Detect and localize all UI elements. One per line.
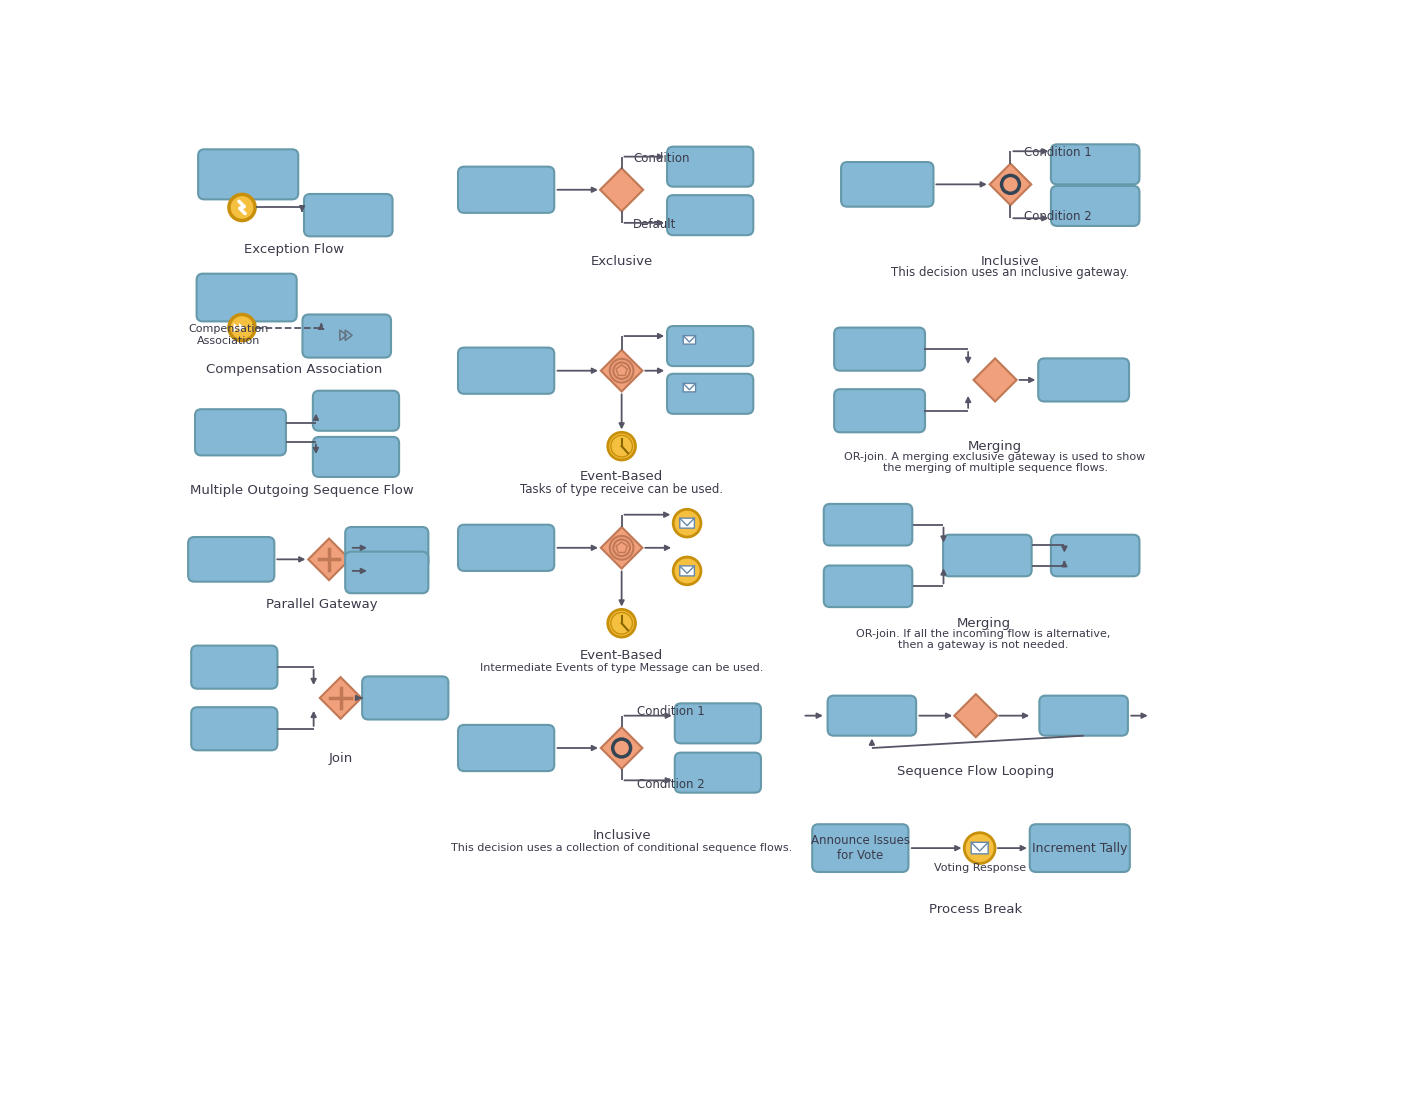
Text: Voting Response: Voting Response (933, 864, 1026, 873)
Text: Tasks of type receive can be used.: Tasks of type receive can be used. (521, 483, 723, 496)
Circle shape (673, 557, 702, 585)
FancyBboxPatch shape (675, 752, 760, 793)
FancyBboxPatch shape (840, 162, 933, 207)
Text: Event-Based: Event-Based (579, 471, 664, 484)
Text: Inclusive: Inclusive (592, 829, 651, 843)
Text: Compensation
Association: Compensation Association (189, 324, 269, 346)
FancyBboxPatch shape (198, 150, 299, 199)
Text: Default: Default (633, 218, 676, 231)
FancyBboxPatch shape (824, 565, 912, 607)
FancyBboxPatch shape (971, 843, 988, 854)
FancyBboxPatch shape (812, 824, 909, 872)
FancyBboxPatch shape (666, 146, 753, 187)
Text: Condition 2: Condition 2 (637, 779, 704, 792)
Text: Inclusive: Inclusive (981, 255, 1040, 268)
Text: Condition 1: Condition 1 (1024, 145, 1092, 158)
Polygon shape (239, 323, 244, 332)
Text: Merging: Merging (957, 617, 1010, 630)
Polygon shape (320, 678, 362, 718)
FancyBboxPatch shape (345, 552, 428, 593)
FancyBboxPatch shape (1051, 535, 1139, 576)
Text: Parallel Gateway: Parallel Gateway (265, 598, 377, 612)
Text: Increment Tally: Increment Tally (1033, 842, 1128, 855)
FancyBboxPatch shape (188, 537, 275, 582)
Polygon shape (954, 694, 998, 737)
Text: Process Break: Process Break (929, 903, 1023, 916)
Text: then a gateway is not needed.: then a gateway is not needed. (898, 640, 1069, 650)
FancyBboxPatch shape (683, 384, 696, 392)
Text: Sequence Flow Looping: Sequence Flow Looping (897, 764, 1055, 778)
Circle shape (607, 609, 636, 637)
FancyBboxPatch shape (1051, 186, 1139, 225)
FancyBboxPatch shape (191, 646, 278, 689)
FancyBboxPatch shape (313, 390, 398, 431)
Text: Condition 2: Condition 2 (1024, 210, 1092, 223)
FancyBboxPatch shape (457, 725, 554, 771)
Circle shape (229, 195, 255, 220)
Text: the merging of multiple sequence flows.: the merging of multiple sequence flows. (882, 463, 1107, 473)
Polygon shape (600, 168, 643, 211)
FancyBboxPatch shape (1040, 695, 1128, 736)
FancyBboxPatch shape (362, 676, 449, 719)
Polygon shape (600, 527, 643, 569)
FancyBboxPatch shape (1038, 359, 1129, 402)
Polygon shape (600, 727, 643, 769)
Polygon shape (600, 350, 643, 392)
Text: This decision uses an inclusive gateway.: This decision uses an inclusive gateway. (891, 266, 1129, 279)
FancyBboxPatch shape (683, 336, 696, 344)
FancyBboxPatch shape (195, 409, 286, 455)
FancyBboxPatch shape (824, 504, 912, 546)
FancyBboxPatch shape (680, 565, 694, 576)
Circle shape (964, 833, 995, 864)
Polygon shape (309, 539, 349, 580)
FancyBboxPatch shape (828, 695, 916, 736)
FancyBboxPatch shape (680, 518, 694, 528)
Text: Compensation Association: Compensation Association (206, 363, 383, 376)
Text: Multiple Outgoing Sequence Flow: Multiple Outgoing Sequence Flow (191, 484, 414, 496)
Circle shape (673, 509, 702, 537)
FancyBboxPatch shape (675, 703, 760, 744)
Text: Merging: Merging (968, 440, 1023, 453)
FancyBboxPatch shape (345, 527, 428, 569)
Text: This decision uses a collection of conditional sequence flows.: This decision uses a collection of condi… (450, 843, 793, 854)
Polygon shape (974, 359, 1017, 402)
FancyBboxPatch shape (1051, 144, 1139, 185)
Text: Condition: Condition (633, 153, 690, 165)
FancyBboxPatch shape (457, 525, 554, 571)
Text: Exception Flow: Exception Flow (244, 242, 345, 255)
Circle shape (607, 432, 636, 460)
Text: Intermediate Events of type Message can be used.: Intermediate Events of type Message can … (480, 663, 763, 673)
Polygon shape (989, 164, 1031, 205)
Text: Event-Based: Event-Based (579, 649, 664, 662)
FancyBboxPatch shape (303, 315, 391, 358)
Polygon shape (233, 323, 239, 332)
FancyBboxPatch shape (666, 195, 753, 235)
Circle shape (229, 315, 255, 341)
FancyBboxPatch shape (1030, 824, 1129, 872)
Text: OR-join. If all the incoming flow is alternative,: OR-join. If all the incoming flow is alt… (856, 629, 1111, 639)
Text: Exclusive: Exclusive (591, 255, 652, 268)
FancyBboxPatch shape (457, 166, 554, 213)
FancyBboxPatch shape (196, 274, 296, 321)
FancyBboxPatch shape (313, 437, 398, 477)
Text: OR-join. A merging exclusive gateway is used to show: OR-join. A merging exclusive gateway is … (845, 452, 1146, 462)
Text: Condition 1: Condition 1 (637, 704, 704, 717)
Text: Announce Issues
for Vote: Announce Issues for Vote (811, 834, 909, 862)
FancyBboxPatch shape (835, 328, 925, 371)
FancyBboxPatch shape (666, 326, 753, 366)
FancyBboxPatch shape (191, 707, 278, 750)
Text: Join: Join (328, 752, 352, 766)
FancyBboxPatch shape (835, 389, 925, 432)
FancyBboxPatch shape (457, 348, 554, 394)
FancyBboxPatch shape (666, 374, 753, 414)
FancyBboxPatch shape (943, 535, 1031, 576)
FancyBboxPatch shape (304, 194, 393, 236)
